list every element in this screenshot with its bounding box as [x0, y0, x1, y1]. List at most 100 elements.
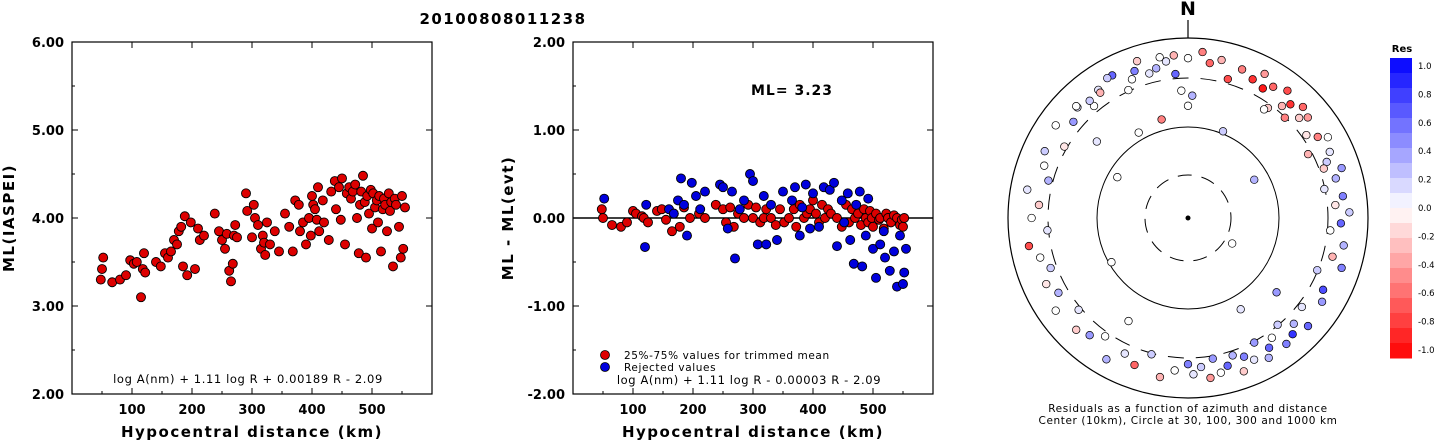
polar-point — [1147, 350, 1156, 359]
panel1-ytick-label: 2.00 — [32, 388, 64, 403]
polar-point — [1060, 142, 1069, 151]
panel2-point — [700, 186, 710, 197]
polar-point — [1072, 102, 1081, 111]
panel1-point — [131, 257, 142, 267]
panel2-xtick-label: 300 — [739, 403, 766, 418]
panel2-point — [766, 199, 776, 210]
panel1-point — [364, 208, 374, 219]
panel1-point — [314, 226, 325, 237]
colorbar: Res 1.0 0.8 0.6 0.4 0.2 0.0 -0.2 -0.4 -0.6 -0.8 -1… — [1390, 44, 1435, 359]
polar-point — [1102, 355, 1111, 364]
polar-point — [1297, 302, 1307, 312]
panel1-point — [373, 217, 383, 228]
legend-accepted-label: 25%-75% values for trimmed mean — [624, 350, 830, 362]
panel1-point — [280, 208, 290, 219]
panel2-ytick-label: 2.00 — [533, 36, 565, 51]
polar-point — [1043, 226, 1052, 235]
panel2-point — [868, 243, 878, 254]
panel2-point — [661, 214, 671, 225]
panel2-point — [772, 235, 782, 245]
polar-point — [1034, 200, 1044, 210]
panel2-point — [725, 202, 736, 213]
polar-point — [1319, 164, 1328, 173]
panel1-point — [307, 191, 317, 201]
panel1-point — [265, 239, 275, 250]
panel1-point — [391, 199, 401, 210]
panel1-point — [136, 292, 146, 303]
panel1-point — [178, 261, 188, 272]
panel2-point — [878, 226, 889, 237]
colorbar-tick-label: 1.0 — [1418, 62, 1432, 72]
panel1-point — [337, 173, 347, 184]
polar-point — [1074, 305, 1083, 314]
polar-100km-circle — [1096, 126, 1280, 310]
panel2-point — [880, 252, 890, 263]
panel1-point — [193, 223, 203, 234]
panel2-point — [889, 246, 899, 257]
panel2-point — [871, 272, 881, 283]
panel1-point — [398, 243, 409, 254]
panel2-point — [682, 230, 692, 241]
panel2-point — [797, 202, 808, 213]
panel2-point — [898, 221, 908, 232]
panel1-point — [121, 270, 131, 281]
polar-point — [1155, 372, 1165, 382]
polar-point — [1042, 279, 1051, 289]
panel1-ytick-label: 4.00 — [32, 212, 64, 227]
polar-point — [1069, 117, 1078, 126]
panel2-point — [676, 173, 686, 184]
polar-point — [1283, 86, 1292, 95]
panel1-point — [190, 264, 200, 274]
panel2-point — [800, 179, 811, 190]
panel2-point — [691, 191, 701, 201]
colorbar-tick-label: -0.6 — [1418, 289, 1435, 299]
panel1-point — [376, 246, 386, 257]
panel1-point — [313, 182, 323, 193]
polar-caption-line2: Center (10km), Circle at 30, 100, 300 an… — [1039, 415, 1338, 427]
polar-point — [1132, 57, 1142, 66]
panel2-point — [752, 239, 763, 250]
polar-point — [1145, 69, 1154, 78]
panel2-point — [836, 195, 847, 206]
polar-point — [1223, 361, 1232, 370]
polar-point — [1272, 288, 1281, 297]
panel1-point — [295, 226, 305, 237]
colorbar-swatch — [1390, 178, 1412, 194]
panel2-point — [734, 204, 745, 215]
panel2-ytick-label: -2.00 — [528, 388, 565, 403]
panel2-point — [811, 208, 821, 219]
panel1-point — [323, 235, 334, 245]
panel1-point — [140, 267, 151, 278]
panel2-points — [596, 169, 911, 292]
panel1-point — [358, 170, 368, 181]
panel1-point — [176, 221, 187, 232]
polar-point — [1273, 320, 1282, 329]
polar-point — [1096, 88, 1105, 97]
panel2-ylabel: ML - ML(evt) — [499, 156, 517, 280]
panel2-xtick-label: 100 — [619, 403, 646, 418]
panel2-point — [761, 239, 772, 250]
colorbar-swatch — [1390, 238, 1412, 254]
polar-point — [1302, 130, 1311, 140]
polar-point — [1040, 147, 1049, 156]
panel1-point — [284, 221, 295, 232]
legend-accepted-marker — [600, 350, 610, 360]
panel2-point — [898, 279, 908, 289]
panel2-xlabel: Hypocentral distance (km) — [622, 423, 884, 441]
colorbar-tick-label: 0.8 — [1418, 90, 1432, 100]
colorbar-swatch — [1390, 268, 1412, 284]
colorbar-swatch — [1390, 103, 1412, 119]
panel1-xtick-label: 300 — [238, 403, 265, 418]
panel1-ytick-label: 3.00 — [32, 300, 64, 315]
polar-point — [1282, 339, 1291, 349]
polar-point — [1277, 101, 1287, 111]
polar-point — [1124, 85, 1133, 95]
panel2-point — [596, 204, 607, 215]
panel2-point — [851, 199, 862, 210]
panel2-point — [787, 195, 797, 206]
polar-point — [1326, 226, 1335, 235]
panel1-point — [253, 220, 263, 230]
panel2-point — [599, 193, 610, 204]
panel1-point — [182, 270, 193, 281]
